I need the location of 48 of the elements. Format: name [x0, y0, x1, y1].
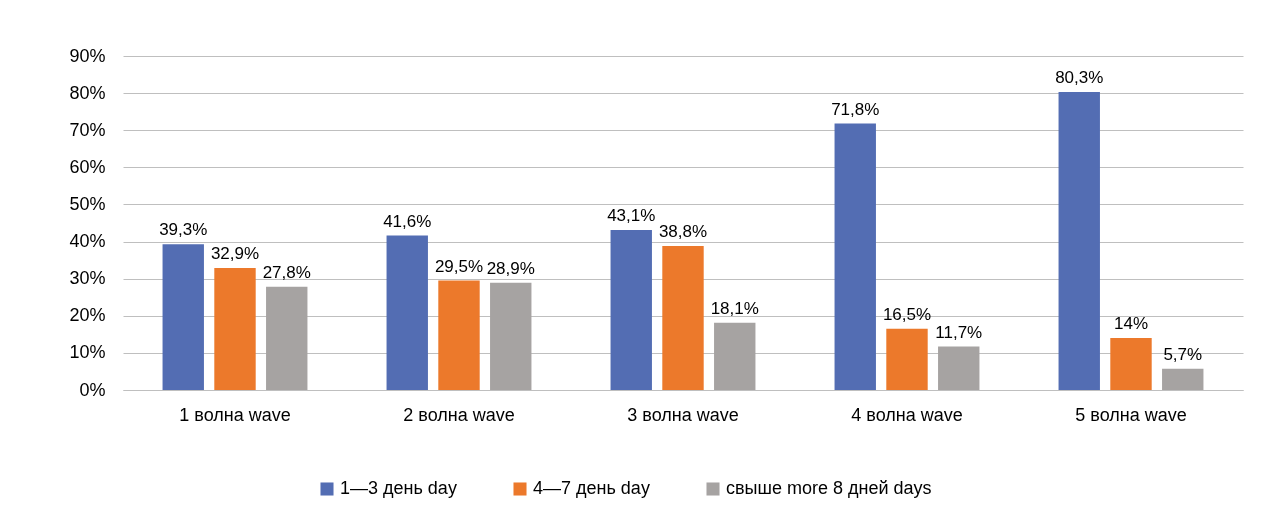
legend-label: свыше more 8 дней days [726, 478, 932, 498]
bar [438, 280, 480, 390]
bar [386, 235, 428, 390]
data-label: 14% [1113, 314, 1149, 334]
x-tick-label: 3 волна wave [627, 404, 739, 425]
bar [1058, 92, 1100, 390]
y-tick-label: 60% [69, 156, 106, 177]
bar [490, 282, 532, 390]
y-tick-label: 80% [69, 82, 106, 103]
y-tick-label: 50% [69, 193, 106, 214]
bar [886, 328, 928, 390]
y-tick-label: 90% [69, 45, 106, 66]
bar [1110, 338, 1152, 390]
y-tick-label: 40% [69, 231, 106, 252]
legend-label: 1—3 день day [340, 478, 457, 498]
legend-label: 4—7 день day [533, 478, 650, 498]
y-tick-label: 20% [69, 305, 106, 326]
y-tick-label: 30% [69, 268, 106, 289]
data-label: 5,7% [1163, 344, 1203, 364]
data-label: 71,8% [831, 99, 880, 119]
bar [834, 123, 876, 390]
y-tick-label: 10% [69, 342, 106, 363]
x-tick-label: 4 волна wave [851, 404, 963, 425]
bar [714, 322, 756, 390]
data-label: 41,6% [383, 211, 432, 231]
data-label: 27,8% [262, 262, 311, 282]
bar [214, 267, 256, 390]
data-label: 16,5% [882, 304, 932, 324]
data-label: 28,9% [486, 258, 535, 278]
bar [938, 346, 980, 390]
x-tick-label: 2 волна wave [403, 404, 515, 425]
data-label: 11,7% [935, 322, 983, 342]
bar [662, 246, 704, 390]
y-tick-label: 0% [79, 379, 106, 400]
data-label: 39,3% [159, 220, 208, 240]
data-label: 32,9% [210, 243, 260, 263]
bar [266, 286, 308, 390]
x-tick-label: 5 волна wave [1075, 404, 1187, 425]
data-label: 38,8% [658, 222, 708, 242]
data-label: 18,1% [710, 298, 759, 318]
data-label: 29,5% [434, 256, 484, 276]
data-label: 80,3% [1055, 68, 1104, 87]
data-label: 43,1% [607, 206, 656, 226]
x-tick-label: 1 волна wave [179, 404, 291, 425]
y-tick-label: 70% [69, 119, 106, 140]
bar [1162, 368, 1204, 390]
bar [162, 244, 204, 390]
bar [610, 230, 652, 390]
